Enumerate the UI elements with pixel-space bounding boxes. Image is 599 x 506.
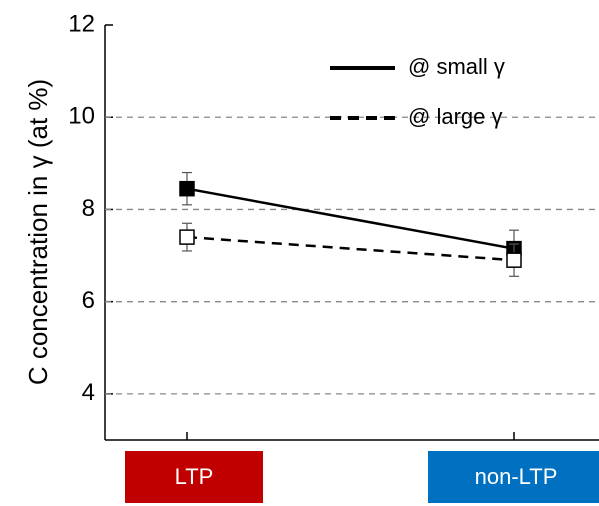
x-tick-label: LTP (175, 464, 214, 489)
legend-label: @ small γ (408, 54, 505, 79)
category-box (125, 451, 263, 503)
y-axis-label: C concentration in γ (at %) (23, 79, 53, 385)
y-tick-label: 6 (82, 287, 95, 314)
x-tick-label: non-LTP (475, 464, 558, 489)
y-tick-label: 4 (82, 379, 95, 406)
y-tick-label: 12 (68, 10, 95, 37)
series-line (186, 187, 515, 250)
legend-label: @ large γ (408, 104, 502, 129)
category-box (428, 451, 599, 503)
series-line (186, 235, 515, 262)
y-tick-label: 10 (68, 103, 95, 130)
data-point (506, 252, 522, 268)
y-tick-label: 8 (82, 195, 95, 222)
data-point (179, 229, 195, 245)
data-point (179, 180, 195, 197)
